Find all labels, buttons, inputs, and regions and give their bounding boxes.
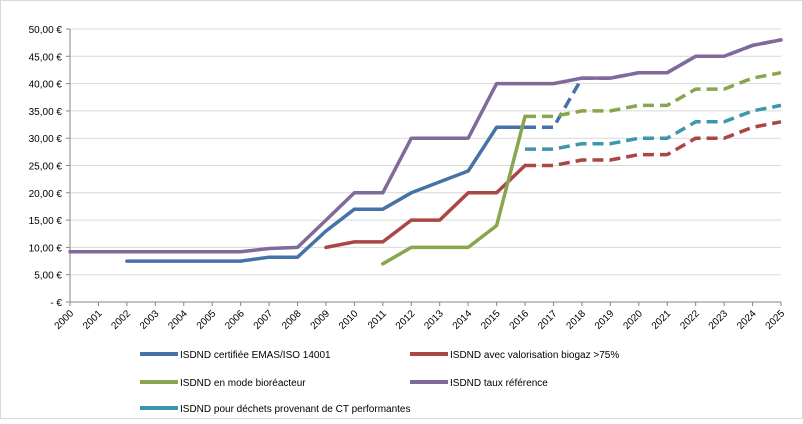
series-line-projection-4 bbox=[525, 103, 782, 151]
series-line-2 bbox=[381, 114, 527, 266]
legend-label: ISDND certifiée EMAS/ISO 14001 bbox=[180, 350, 331, 361]
series-line-3 bbox=[68, 38, 783, 254]
y-tick-label: 10,00 € bbox=[29, 243, 63, 254]
y-tick-label: 20,00 € bbox=[29, 189, 63, 200]
series-lines bbox=[68, 38, 783, 266]
y-tick-label: - € bbox=[50, 298, 62, 309]
series-line-projection-2 bbox=[525, 70, 782, 119]
legend: ISDND certifiée EMAS/ISO 14001 ISDND avec… bbox=[140, 350, 619, 415]
legend-label: ISDND taux référence bbox=[450, 378, 548, 389]
legend-label: ISDND pour déchets provenant de CT perfo… bbox=[180, 404, 411, 415]
y-tick-label: 40,00 € bbox=[29, 80, 63, 91]
series-line-1 bbox=[324, 163, 527, 250]
y-tick-label: 35,00 € bbox=[29, 107, 63, 118]
y-tick-label: 45,00 € bbox=[29, 52, 63, 63]
y-tick-label: 15,00 € bbox=[29, 216, 63, 227]
legend-label: ISDND en mode bioréacteur bbox=[180, 378, 306, 389]
y-tick-label: 30,00 € bbox=[29, 134, 63, 145]
series-line-0 bbox=[125, 125, 527, 263]
y-tick-label: 50,00 € bbox=[29, 25, 63, 36]
legend-label: ISDND avec valorisation biogaz >75% bbox=[450, 350, 619, 361]
series-line-projection-1 bbox=[525, 120, 782, 168]
y-tick-label: 25,00 € bbox=[29, 162, 63, 173]
y-tick-label: 5,00 € bbox=[34, 271, 62, 282]
